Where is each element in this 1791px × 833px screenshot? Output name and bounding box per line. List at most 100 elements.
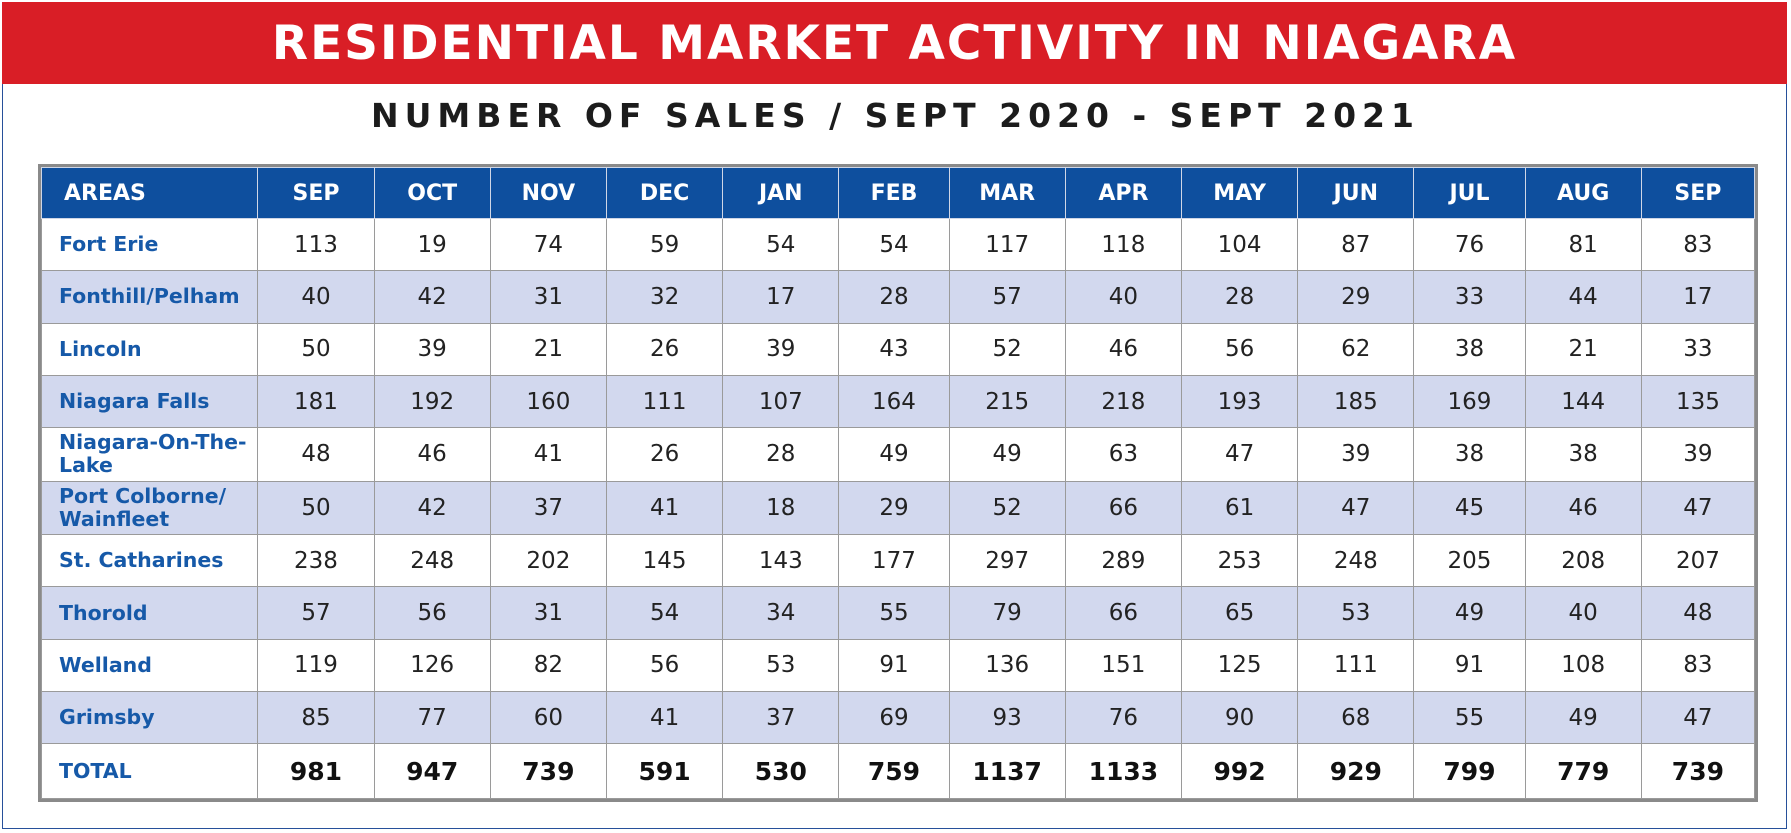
sales-value: 48 [257, 427, 375, 482]
sales-value: 28 [1180, 270, 1299, 324]
sales-value: 46 [1524, 480, 1642, 536]
sales-table-container: AREAS SEP OCT NOV DEC JAN FEB MAR APR MAY JUN JUL AU… [38, 164, 1758, 802]
sales-value: 66 [1064, 586, 1182, 640]
sales-value: 181 [257, 374, 375, 429]
sales-value: 107 [722, 374, 840, 429]
sales-value: 21 [489, 322, 607, 376]
sales-value: 207 [1640, 534, 1756, 588]
area-name: Port Colborne/ Wainfleet [40, 480, 259, 536]
sales-value: 248 [373, 534, 491, 588]
sales-value: 17 [1640, 270, 1756, 324]
area-name: Fonthill/Pelham [40, 270, 259, 324]
sales-value: 111 [1297, 638, 1415, 693]
table-row: Niagara Falls 181 192 160 111 107 164 215 218 193… [40, 374, 1756, 429]
sales-value: 104 [1180, 217, 1299, 272]
sales-value: 135 [1640, 374, 1756, 429]
sales-value: 47 [1297, 480, 1415, 536]
sales-value: 52 [948, 480, 1066, 536]
sales-value: 238 [257, 534, 375, 588]
sales-value: 289 [1064, 534, 1182, 588]
total-value: 992 [1180, 743, 1299, 799]
sales-value: 54 [838, 217, 950, 272]
column-header-dec-4: DEC [605, 167, 724, 219]
sales-value: 108 [1524, 638, 1642, 693]
table-row: St. Catharines 238 248 202 145 143 177 297 289 25… [40, 534, 1756, 588]
sales-value: 26 [605, 322, 724, 376]
column-header-may-9: MAY [1180, 167, 1299, 219]
total-value: 591 [605, 743, 724, 799]
sales-value: 145 [605, 534, 724, 588]
sales-value: 50 [257, 322, 375, 376]
total-value: 799 [1413, 743, 1526, 799]
sales-value: 253 [1180, 534, 1299, 588]
table-row: Thorold 57 56 31 54 34 55 79 66 65 53 49 40 48 [40, 586, 1756, 640]
sales-value: 218 [1064, 374, 1182, 429]
table-row: Welland 119 126 82 56 53 91 136 151 125 111 91 108 83 [40, 638, 1756, 693]
table-body: Fort Erie 113 19 74 59 54 54 117 118 104 87 76 81 83 F… [40, 217, 1756, 799]
sales-value: 82 [489, 638, 607, 693]
column-header-feb-6: FEB [838, 167, 950, 219]
sales-value: 42 [373, 270, 491, 324]
sales-value: 248 [1297, 534, 1415, 588]
area-name: Welland [40, 638, 259, 693]
sales-value: 66 [1064, 480, 1182, 536]
table-header-row: AREAS SEP OCT NOV DEC JAN FEB MAR APR MAY JUN JUL AU… [40, 167, 1756, 219]
table-row: Fort Erie 113 19 74 59 54 54 117 118 104 87 76 81 83 [40, 217, 1756, 272]
sales-value: 215 [948, 374, 1066, 429]
sales-value: 53 [1297, 586, 1415, 640]
sales-value: 40 [1524, 586, 1642, 640]
sales-value: 56 [605, 638, 724, 693]
total-label: TOTAL [40, 743, 259, 799]
sales-value: 69 [838, 691, 950, 745]
sales-value: 208 [1524, 534, 1642, 588]
table-row: Fonthill/Pelham 40 42 31 32 17 28 57 40 28 29 33 44 1… [40, 270, 1756, 324]
sales-value: 50 [257, 480, 375, 536]
sales-value: 56 [373, 586, 491, 640]
sales-value: 32 [605, 270, 724, 324]
sales-value: 54 [605, 586, 724, 640]
sales-value: 56 [1180, 322, 1299, 376]
sales-value: 91 [838, 638, 950, 693]
sales-value: 55 [1413, 691, 1526, 745]
area-name: Niagara-On-The-Lake [40, 427, 259, 482]
total-value: 947 [373, 743, 491, 799]
sales-value: 40 [257, 270, 375, 324]
sales-value: 49 [1524, 691, 1642, 745]
sales-value: 118 [1064, 217, 1182, 272]
page-title: RESIDENTIAL MARKET ACTIVITY IN NIAGARA [271, 15, 1518, 71]
sales-value: 63 [1064, 427, 1182, 482]
sales-value: 55 [838, 586, 950, 640]
sales-value: 29 [1297, 270, 1415, 324]
total-value: 779 [1524, 743, 1642, 799]
sales-value: 19 [373, 217, 491, 272]
sales-value: 111 [605, 374, 724, 429]
table-subtitle: NUMBER OF SALES / SEPT 2020 - SEPT 2021 [371, 96, 1420, 135]
sales-value: 38 [1413, 322, 1526, 376]
sales-value: 34 [722, 586, 840, 640]
sales-value: 164 [838, 374, 950, 429]
total-value: 759 [838, 743, 950, 799]
total-value: 1133 [1064, 743, 1182, 799]
column-header-apr-8: APR [1064, 167, 1182, 219]
sales-value: 41 [605, 480, 724, 536]
area-name: St. Catharines [40, 534, 259, 588]
total-value: 1137 [948, 743, 1066, 799]
sales-value: 43 [838, 322, 950, 376]
sales-value: 33 [1413, 270, 1526, 324]
sales-value: 48 [1640, 586, 1756, 640]
sales-value: 61 [1180, 480, 1299, 536]
sales-value: 85 [257, 691, 375, 745]
area-name: Niagara Falls [40, 374, 259, 429]
sales-value: 76 [1413, 217, 1526, 272]
column-header-areas: AREAS [40, 167, 259, 219]
sales-value: 81 [1524, 217, 1642, 272]
sales-value: 144 [1524, 374, 1642, 429]
column-header-sep-13: SEP [1640, 167, 1756, 219]
sales-value: 39 [1297, 427, 1415, 482]
sales-value: 87 [1297, 217, 1415, 272]
sales-value: 126 [373, 638, 491, 693]
sales-value: 60 [489, 691, 607, 745]
sales-value: 79 [948, 586, 1066, 640]
sales-value: 136 [948, 638, 1066, 693]
sales-value: 47 [1640, 691, 1756, 745]
